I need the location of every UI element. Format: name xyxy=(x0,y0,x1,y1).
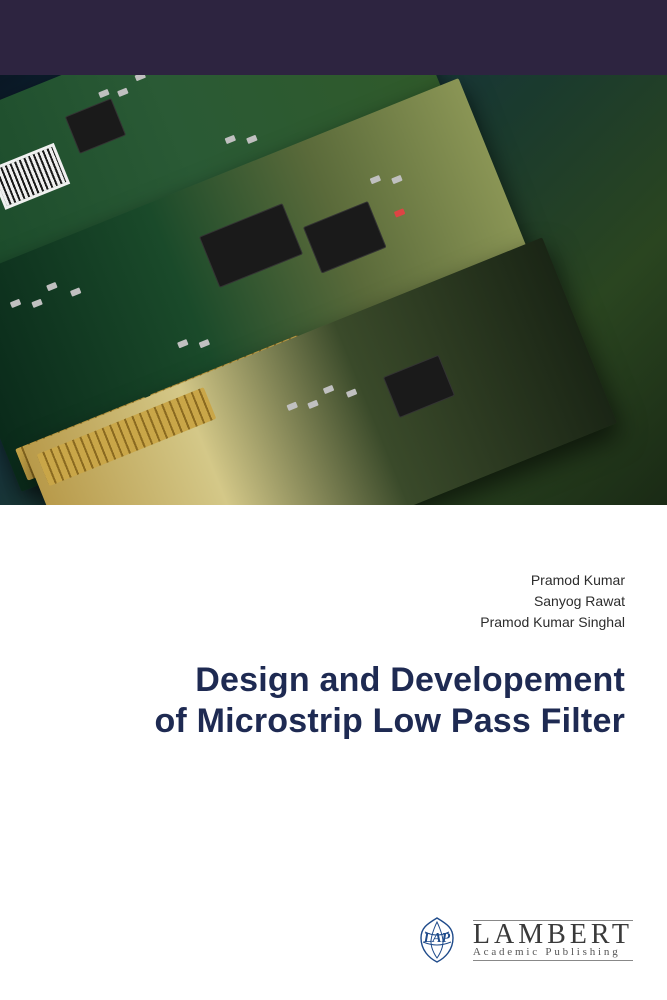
publisher-subtitle: Academic Publishing xyxy=(473,947,633,958)
header-band xyxy=(0,0,667,75)
cover-photo xyxy=(0,75,667,505)
author-name: Pramod Kumar Singhal xyxy=(480,612,625,633)
publisher-logo-icon: LAP xyxy=(411,914,463,966)
author-name: Pramod Kumar xyxy=(480,570,625,591)
title-line: Design and Developement xyxy=(154,660,625,701)
barcode-label xyxy=(0,143,70,210)
publisher-name: LAMBERT xyxy=(473,921,633,949)
publisher-block: LAP LAMBERT Academic Publishing xyxy=(411,914,633,966)
book-title: Design and Developement of Microstrip Lo… xyxy=(154,660,625,743)
author-name: Sanyog Rawat xyxy=(480,591,625,612)
author-list: Pramod Kumar Sanyog Rawat Pramod Kumar S… xyxy=(480,570,625,633)
publisher-badge: LAP xyxy=(424,933,450,946)
title-line: of Microstrip Low Pass Filter xyxy=(154,701,625,742)
